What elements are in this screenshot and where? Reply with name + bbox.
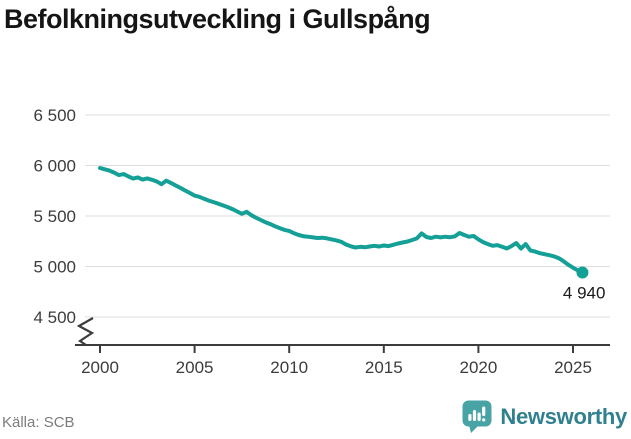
y-tick-label: 6 000 <box>33 157 76 176</box>
line-chart: 4 500 5 000 5 500 6 000 6 500 4 940 2000 2005… <box>33 106 610 377</box>
x-axis-ticks: 2000 2005 2010 2015 2020 2025 <box>81 345 592 377</box>
series-group: 4 940 <box>98 166 606 303</box>
x-tick-label: 2015 <box>365 358 403 377</box>
newsworthy-bar-chart-bubble-icon <box>462 400 492 433</box>
x-tick-label: 2020 <box>459 358 497 377</box>
population-series-line <box>98 166 585 275</box>
last-point-dot <box>576 266 589 279</box>
x-tick-label: 2005 <box>176 358 214 377</box>
y-tick-label: 4 500 <box>33 308 76 327</box>
last-point-value-label: 4 940 <box>563 284 606 303</box>
source-credit: Källa: SCB <box>2 414 75 431</box>
x-tick-label: 2000 <box>81 358 119 377</box>
newsworthy-logo[interactable]: Newsworthy <box>462 400 627 434</box>
y-tick-label: 5 000 <box>33 258 76 277</box>
y-tick-label: 6 500 <box>33 106 76 125</box>
gridlines: 4 500 5 000 5 500 6 000 6 500 <box>33 106 610 327</box>
chart-title: Befolkningsutveckling i Gullspång <box>4 4 431 34</box>
brand-name: Newsworthy <box>500 404 627 429</box>
x-tick-label: 2010 <box>270 358 308 377</box>
y-axis-break-icon <box>76 317 95 346</box>
x-tick-label: 2025 <box>554 358 592 377</box>
y-tick-label: 5 500 <box>33 207 76 226</box>
